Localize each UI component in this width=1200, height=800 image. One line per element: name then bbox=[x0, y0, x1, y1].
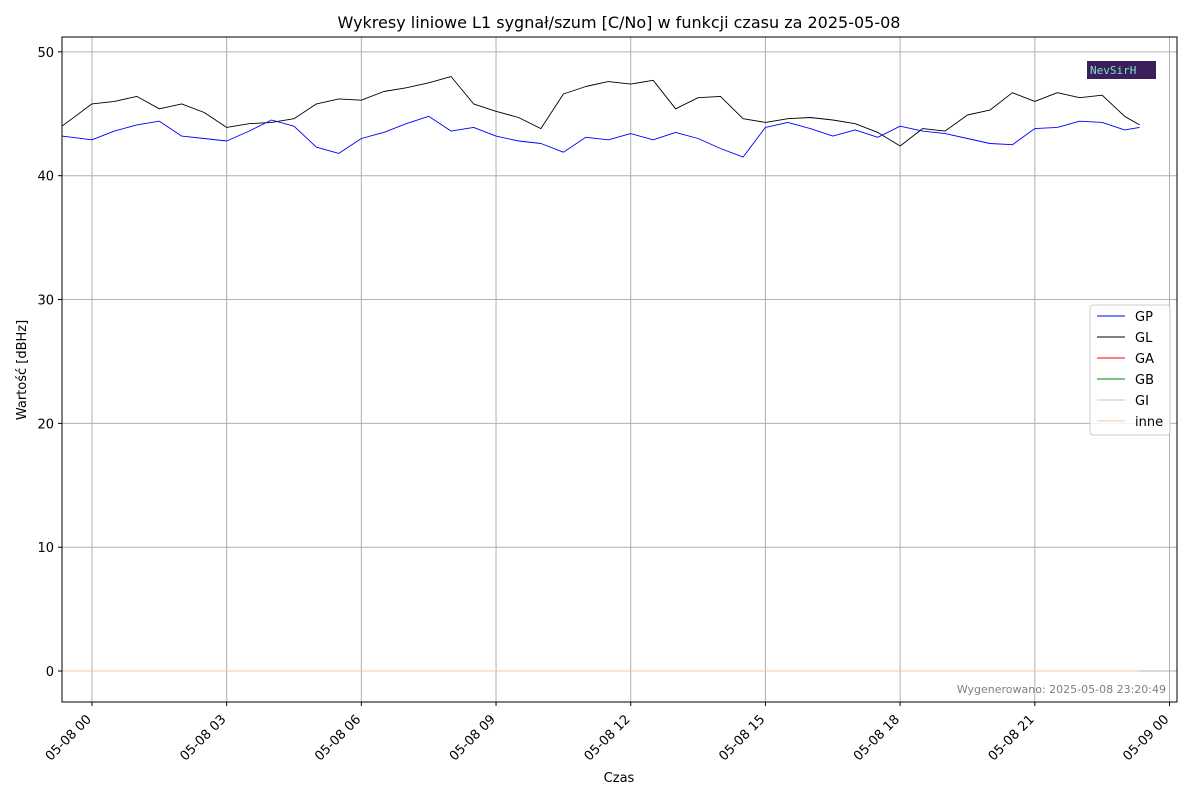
legend-label-inne: inne bbox=[1135, 415, 1163, 430]
x-tick-label: 05-08 18 bbox=[851, 712, 903, 764]
x-tick-label: 05-08 00 bbox=[43, 712, 95, 764]
grid-lines bbox=[62, 37, 1177, 702]
x-tick-label: 05-08 03 bbox=[178, 712, 230, 764]
series-line-gp bbox=[61, 115, 1140, 158]
y-tick-label: 20 bbox=[37, 417, 54, 432]
legend-label-ga: GA bbox=[1135, 352, 1154, 367]
series-line-gl bbox=[61, 76, 1140, 147]
generated-timestamp: Wygenerowano: 2025-05-08 23:20:49 bbox=[957, 683, 1166, 696]
x-tick-label: 05-09 00 bbox=[1120, 712, 1172, 764]
legend: GP GL GA GB GI inne bbox=[1089, 304, 1171, 436]
legend-label-gi: GI bbox=[1135, 394, 1149, 409]
x-axis: 05-08 00 05-08 03 05-08 06 05-08 09 05-08 12… bbox=[43, 702, 1172, 764]
chart-title: Wykresy liniowe L1 sygnał/szum [C/No] w … bbox=[338, 13, 901, 32]
x-tick-label: 05-08 06 bbox=[312, 712, 364, 764]
logo: NevSirH bbox=[1087, 61, 1156, 79]
series-lines bbox=[61, 76, 1140, 672]
y-tick-label: 40 bbox=[37, 170, 54, 185]
legend-label-gp: GP bbox=[1135, 310, 1153, 325]
x-tick-label: 05-08 15 bbox=[716, 712, 768, 764]
x-tick-label: 05-08 09 bbox=[447, 712, 499, 764]
x-tick-label: 05-08 12 bbox=[582, 712, 634, 764]
x-tick-label: 05-08 21 bbox=[986, 712, 1038, 764]
y-tick-label: 10 bbox=[37, 541, 54, 556]
y-tick-label: 0 bbox=[46, 665, 54, 680]
y-axis: 0 10 20 30 40 50 bbox=[37, 46, 62, 680]
y-tick-label: 50 bbox=[37, 46, 54, 61]
y-axis-label: Wartość [dBHz] bbox=[15, 320, 30, 420]
legend-label-gb: GB bbox=[1135, 373, 1154, 388]
legend-label-gl: GL bbox=[1135, 331, 1153, 346]
plot-frame bbox=[61, 36, 1178, 703]
x-axis-label: Czas bbox=[604, 771, 635, 786]
logo-text: NevSirH bbox=[1090, 64, 1136, 77]
y-tick-label: 30 bbox=[37, 294, 54, 309]
